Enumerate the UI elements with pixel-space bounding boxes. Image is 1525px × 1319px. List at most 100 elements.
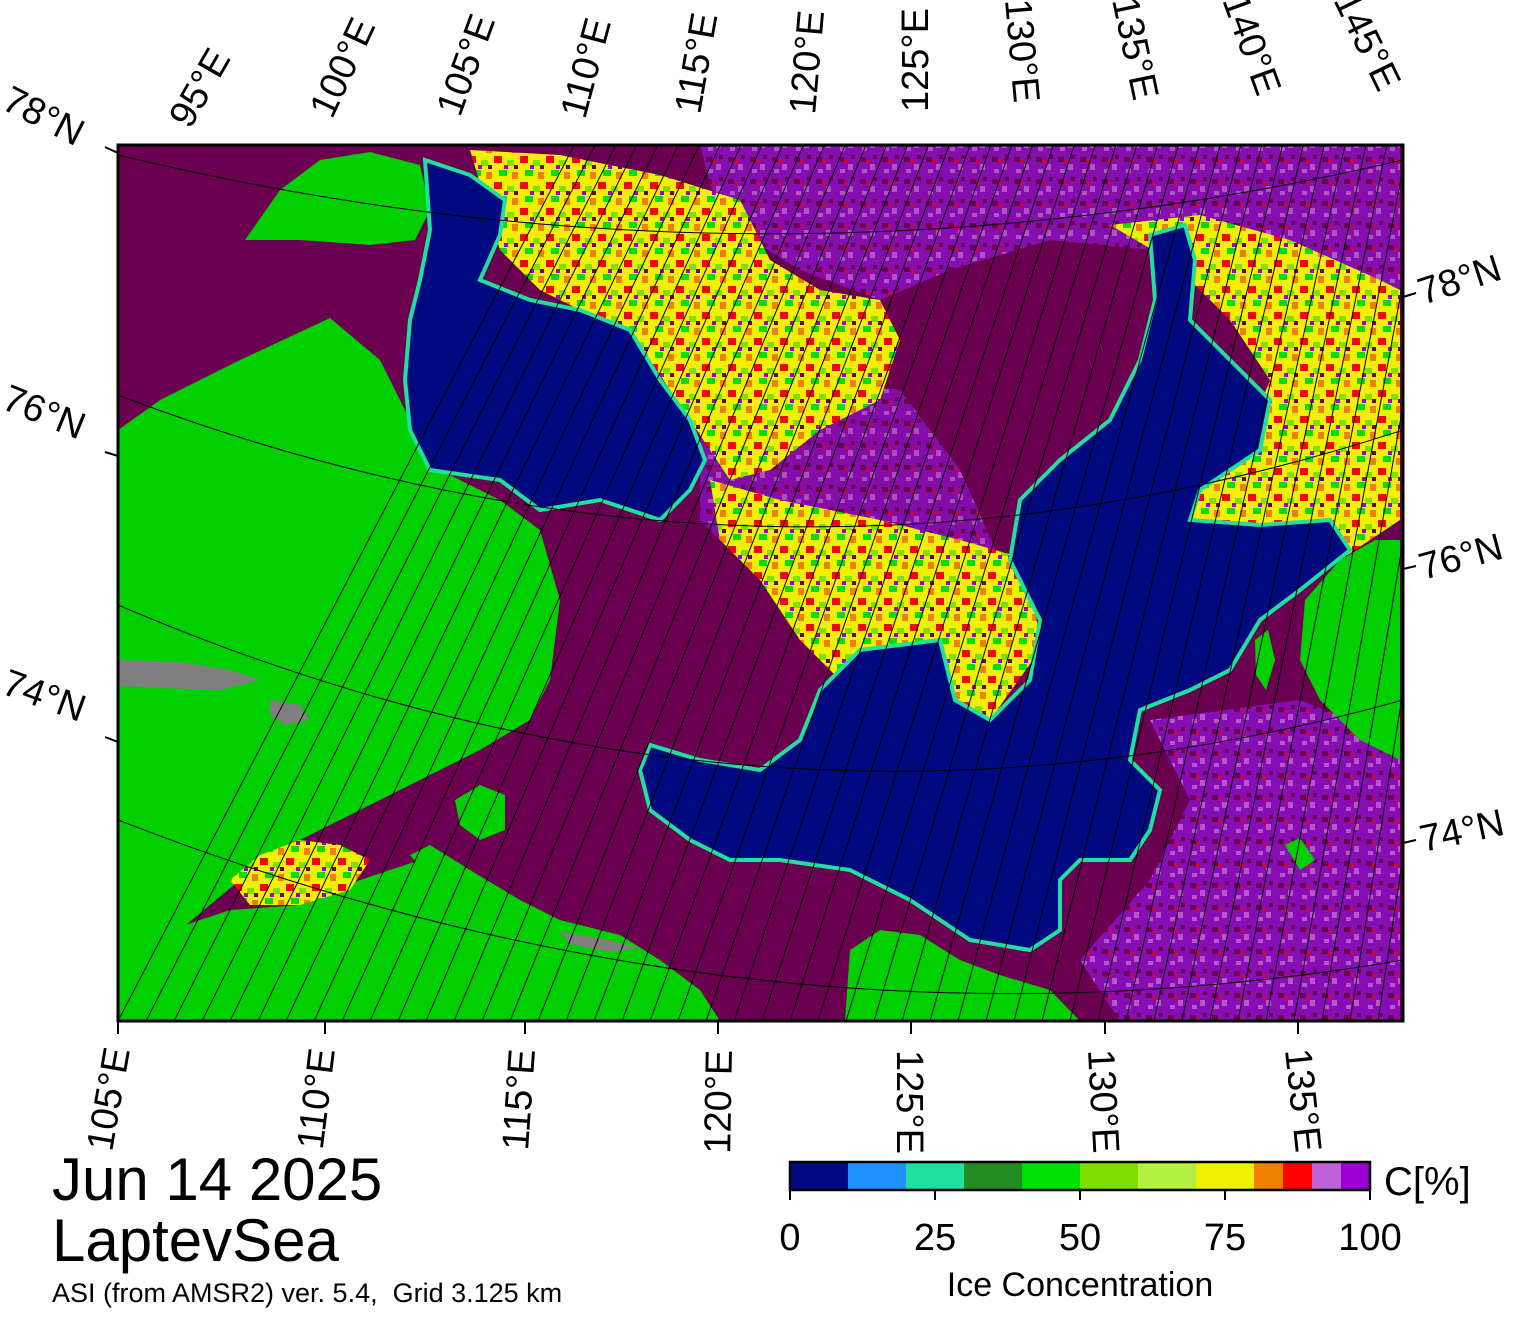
meridian-line [537, 145, 888, 1021]
meridian-line [1069, 145, 1284, 1021]
meridian-line [901, 145, 1159, 1021]
meridian-line [285, 145, 700, 1021]
lat-label-left-76: 76°N [0, 377, 91, 448]
meridian-line [1125, 145, 1325, 1021]
meridian-line [1041, 145, 1263, 1021]
lon-label-top-135: 135°E [1103, 0, 1166, 104]
land-islet-a [1255, 630, 1275, 690]
lon-label-top-145: 145°E [1325, 0, 1408, 97]
meridian-line [201, 145, 638, 1021]
no-data-patch [560, 932, 640, 952]
no-data-patch [270, 700, 310, 725]
meridian-line [1097, 145, 1304, 1021]
marginal-ice-southwest [230, 840, 370, 905]
lon-label-bottom-115: 115°E [495, 1048, 544, 1152]
colorbar-tick-label: 50 [1058, 1217, 1102, 1259]
lon-label-top-130: 130°E [996, 0, 1047, 104]
lon-label-bottom-105: 105°E [79, 1044, 138, 1154]
region-label: LaptevSea [52, 1207, 339, 1274]
meridian-line [705, 145, 1013, 1021]
meridian-line [313, 145, 721, 1021]
meridian-line [1349, 688, 1403, 1021]
lat-label-left-74: 74°N [0, 662, 91, 731]
meridian-line [565, 145, 909, 1021]
lon-label-bottom-125: 125°E [888, 1050, 930, 1154]
colorbar [790, 1162, 1371, 1190]
meridian-line [677, 145, 992, 1021]
land-islet-d [410, 845, 470, 890]
meridian-line [873, 145, 1138, 1021]
colorbar-bin [964, 1162, 1023, 1190]
lon-label-top-125: 125°E [895, 8, 937, 112]
colorbar-bin [906, 1162, 965, 1190]
lon-label-top-140: 140°E [1214, 0, 1289, 101]
colorbar-tick-label: 0 [779, 1217, 801, 1259]
colorbar-tick-label: 100 [1338, 1217, 1402, 1259]
meridian-line [1237, 165, 1403, 1021]
meridian-line [1293, 402, 1403, 1021]
meridian-line [397, 145, 784, 1021]
meridian-line [593, 145, 929, 1021]
lat-label-right-78: 78°N [1413, 247, 1507, 313]
meridian-line [621, 145, 950, 1021]
meridian-line [369, 145, 763, 1021]
open-water-main [637, 222, 1353, 953]
land-severnaya-zemlya [245, 152, 430, 245]
meridian-line [957, 145, 1200, 1021]
colorbar-bin [1080, 1162, 1139, 1190]
meridian-line [789, 145, 1075, 1021]
marginal-ice-east [1110, 215, 1400, 565]
meridian-line [733, 145, 1034, 1021]
colorbar-bin [848, 1162, 907, 1190]
lon-label-top-110: 110°E [553, 14, 620, 123]
meridian-line [929, 145, 1179, 1021]
colorbar-tick-label: 25 [913, 1217, 957, 1259]
meridian-line [509, 145, 867, 1021]
meridian-line [118, 145, 575, 1021]
land-islet-b [1285, 838, 1315, 870]
colorbar-bin [1283, 1162, 1313, 1190]
land-lena-delta [845, 930, 1080, 1021]
meridian-line [845, 145, 1117, 1021]
lat-label-left-78: 78°N [0, 79, 91, 155]
marginal-ice-central [710, 480, 1040, 730]
colorbar-tick-label: 75 [1203, 1217, 1247, 1259]
meridian-line [761, 145, 1054, 1021]
meridian-line [145, 145, 596, 1021]
lon-label-bottom-135: 135°E [1276, 1047, 1329, 1155]
lon-label-top-115: 115°E [668, 10, 727, 117]
meridian-line [1209, 145, 1388, 1021]
meridian-line [649, 145, 971, 1021]
lon-label-bottom-130: 130°E [1079, 1048, 1126, 1154]
colorbar-unit: C[%] [1384, 1160, 1471, 1204]
lon-label-top-105: 105°E [429, 9, 504, 121]
source-label: ASI (from AMSR2) ver. 5.4, Grid 3.125 km [52, 1278, 563, 1308]
meridian-line [341, 145, 742, 1021]
meridian-line [1377, 853, 1403, 1021]
meridian-line [1181, 145, 1367, 1021]
ice-speckle-southeast [1080, 700, 1400, 1021]
meridian-line [173, 145, 617, 1021]
colorbar-bin [1138, 1162, 1197, 1190]
colorbar-bin [1022, 1162, 1081, 1190]
meridian-line [1265, 279, 1403, 1021]
meridian-line [1153, 145, 1346, 1021]
colorbar-bin [1254, 1162, 1284, 1190]
meridian-line [229, 145, 659, 1021]
colorbar-ticks [789, 1190, 1371, 1200]
meridian-line [425, 145, 804, 1021]
marginal-ice-north [470, 150, 900, 480]
no-data-patch [118, 660, 260, 690]
land-south-mainland [118, 860, 720, 1021]
meridian-line [481, 145, 846, 1021]
open-water-north [402, 157, 708, 523]
date-label: Jun 14 2025 [52, 1146, 383, 1213]
lat-label-right-76: 76°N [1414, 526, 1507, 589]
graticule-meridians [118, 145, 1403, 1021]
graticule-parallels [118, 154, 1403, 995]
map-frame [116, 143, 1405, 1023]
meridian-line [1013, 145, 1242, 1021]
colorbar-bin [1312, 1162, 1342, 1190]
colorbar-bin [1341, 1162, 1371, 1190]
